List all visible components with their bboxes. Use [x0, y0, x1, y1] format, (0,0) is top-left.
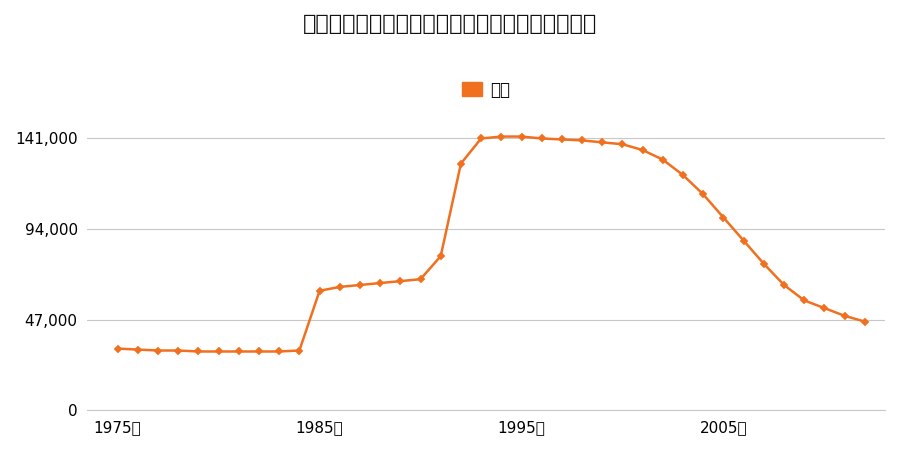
- Legend: 価格: 価格: [455, 74, 517, 106]
- Text: 宮城県名取市飯野坂字北沖１３６番１の地価推移: 宮城県名取市飯野坂字北沖１３６番１の地価推移: [303, 14, 597, 33]
